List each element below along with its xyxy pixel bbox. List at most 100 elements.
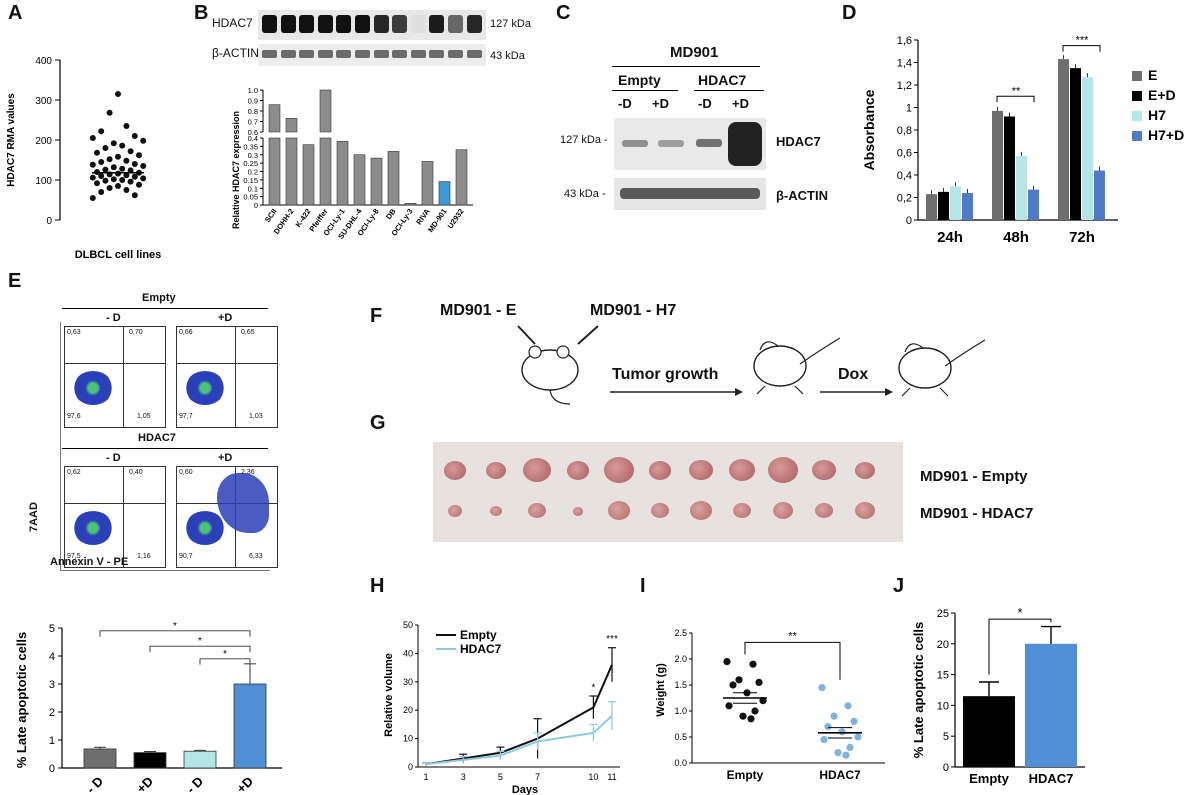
i-point-hdac7 xyxy=(850,717,858,725)
panel-label-f: F xyxy=(370,305,383,327)
h-xtick-label: 3 xyxy=(461,772,466,782)
flow-plot: 0,60 2,36 90,7 6,33 xyxy=(176,466,278,568)
b-tick-label: 0.9 xyxy=(248,97,258,106)
a-point xyxy=(89,174,96,181)
c-kda-43: 43 kDa - xyxy=(564,188,606,200)
b-tick-label: 0.2 xyxy=(248,168,258,177)
flow-population xyxy=(185,511,225,545)
flow-quadrant-value: 0,66 xyxy=(179,329,193,336)
e-tick-label: 1 xyxy=(49,735,55,747)
tumor-hdac7 xyxy=(773,502,793,519)
a-point xyxy=(127,178,134,185)
blot-band-hdac7 xyxy=(355,15,370,33)
d-legend-label: H7+D xyxy=(1148,127,1184,143)
a-point xyxy=(94,180,100,187)
flow-quadrant-value: 0,63 xyxy=(67,329,81,336)
h-legend-label: HDAC7 xyxy=(460,642,502,656)
panel-h-xlabel: Days xyxy=(512,784,538,795)
j-tick-label: 0 xyxy=(943,762,949,774)
tumor-hdac7 xyxy=(690,501,712,520)
d-sig-bracket xyxy=(1062,45,1101,52)
arrow-dox: Dox xyxy=(838,366,869,383)
panel-c-title: MD901 xyxy=(670,44,719,61)
a-point xyxy=(98,159,105,165)
a-point xyxy=(131,173,138,180)
flow-quadrant-value: 0,62 xyxy=(67,469,81,476)
label-md901-e: MD901 - E xyxy=(440,302,517,319)
flow-gate-v xyxy=(123,467,124,567)
blot-band-hdac7 xyxy=(466,15,482,33)
h-xtick-label: 1 xyxy=(423,772,428,782)
h-xtick-label: 5 xyxy=(498,772,503,782)
a-point xyxy=(140,163,147,169)
j-category: Empty xyxy=(969,771,1010,786)
blot-band-actin xyxy=(299,50,315,58)
i-tick-label: 2.5 xyxy=(674,628,687,638)
i-point-empty xyxy=(749,660,757,668)
e-bar xyxy=(133,752,167,769)
b-bar xyxy=(370,157,383,206)
b-bar xyxy=(302,144,315,206)
e-category: - D xyxy=(183,774,206,795)
d-bar xyxy=(938,191,949,220)
arrow-tumor-growth: Tumor growth xyxy=(612,366,719,383)
a-point xyxy=(89,195,96,201)
flow-quadrant-value: 1,03 xyxy=(249,413,263,420)
tumor-hdac7 xyxy=(528,503,546,519)
panel-i-ylabel: Weight (g) xyxy=(655,663,667,717)
panel-e-bar-ylabel: % Late apoptotic cells xyxy=(14,632,29,769)
d-bar xyxy=(1004,116,1015,220)
flow-plot: 0,66 0,65 97,7 1,03 xyxy=(176,326,278,428)
h-xtick-label: 7 xyxy=(535,772,540,782)
blot-label-actin: β-ACTIN xyxy=(212,46,259,60)
i-point-hdac7 xyxy=(830,712,838,720)
a-point xyxy=(115,170,121,177)
i-point-empty xyxy=(729,681,737,689)
d-sig-marker: ** xyxy=(1012,85,1021,97)
e-bar xyxy=(83,748,117,769)
a-point xyxy=(102,177,109,184)
a-point xyxy=(98,173,105,179)
flow-quadrant-value: 2,36 xyxy=(241,469,255,476)
b-bar xyxy=(268,137,281,206)
a-point xyxy=(119,142,126,149)
a-point xyxy=(127,148,134,155)
a-point xyxy=(123,123,130,129)
h-sig-marker: * xyxy=(591,682,595,693)
flow-gate-v xyxy=(235,327,236,427)
flow-plot: 0,63 0,70 97,6 1,05 xyxy=(64,326,166,428)
d-category: 48h xyxy=(1003,229,1029,246)
flow-population xyxy=(73,511,113,545)
b-bar xyxy=(353,154,366,206)
blot-c-hdac7 xyxy=(614,118,766,170)
d-tick-label: 0,6 xyxy=(897,148,912,160)
b-bar xyxy=(387,151,400,206)
i-sig-bracket xyxy=(744,641,841,680)
d-tick-label: 1,6 xyxy=(897,35,912,47)
flow-cond-2: +D xyxy=(218,312,233,324)
flow-quadrant-value: 6,33 xyxy=(249,553,263,560)
panel-label-b: B xyxy=(194,2,209,24)
mouse-icon-1 xyxy=(521,345,579,405)
i-point-hdac7 xyxy=(834,749,842,757)
panel-b-ylabel: Relative HDAC7 expression xyxy=(231,111,241,229)
h-xtick-label: 11 xyxy=(607,772,616,782)
b-category: U2932 xyxy=(446,207,466,230)
i-point-empty xyxy=(755,678,763,686)
blot-band-actin xyxy=(392,50,408,58)
b-tick-label: 0.1 xyxy=(248,184,258,193)
i-tick-label: 1.5 xyxy=(674,680,687,690)
b-bar xyxy=(268,104,281,133)
e-sig-marker: * xyxy=(198,636,202,647)
panel-e-flow: Empty - D +D HDAC7 - D +D 0,63 0,70 97,6 1,… xyxy=(28,292,280,582)
tumor-hdac7 xyxy=(651,503,669,519)
blot-band-hdac7 xyxy=(410,15,426,33)
i-point-empty xyxy=(725,702,733,710)
b-bar xyxy=(421,161,434,206)
flow-cond-4: +D xyxy=(218,452,233,464)
d-tick-label: 1 xyxy=(906,103,912,115)
e-tick-label: 3 xyxy=(49,679,55,691)
e-category: +D xyxy=(134,774,157,795)
a-point xyxy=(131,192,138,199)
